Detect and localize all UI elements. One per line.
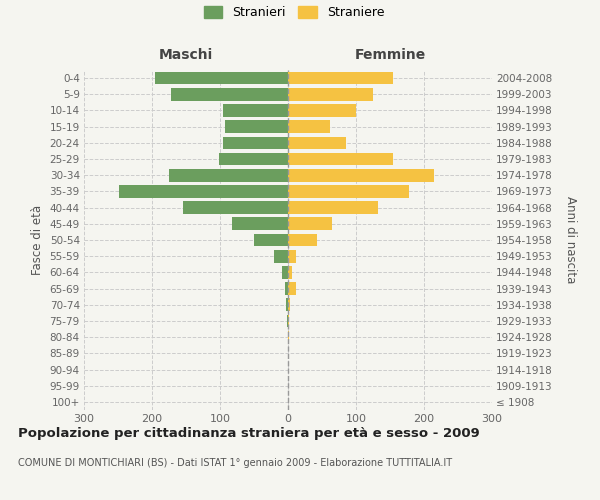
Bar xyxy=(218,152,288,166)
Bar xyxy=(288,234,317,246)
Bar xyxy=(288,218,332,230)
Bar xyxy=(223,136,288,149)
Bar xyxy=(155,72,288,85)
Bar xyxy=(284,282,288,295)
Bar xyxy=(287,314,288,328)
Bar xyxy=(288,202,378,214)
Bar xyxy=(119,185,288,198)
Bar xyxy=(288,120,330,133)
Y-axis label: Anni di nascita: Anni di nascita xyxy=(564,196,577,284)
Bar xyxy=(182,202,288,214)
Bar xyxy=(282,266,288,278)
Text: Maschi: Maschi xyxy=(159,48,213,62)
Bar xyxy=(274,250,288,262)
Bar xyxy=(288,298,290,311)
Bar xyxy=(169,169,288,181)
Bar xyxy=(171,88,288,101)
Legend: Stranieri, Straniere: Stranieri, Straniere xyxy=(199,1,389,24)
Bar xyxy=(288,152,394,166)
Bar xyxy=(223,104,288,117)
Bar xyxy=(288,282,296,295)
Bar xyxy=(226,120,288,133)
Bar xyxy=(288,104,356,117)
Bar xyxy=(288,331,289,344)
Bar xyxy=(288,169,434,181)
Text: COMUNE DI MONTICHIARI (BS) - Dati ISTAT 1° gennaio 2009 - Elaborazione TUTTITALI: COMUNE DI MONTICHIARI (BS) - Dati ISTAT … xyxy=(18,458,452,468)
Bar xyxy=(288,185,409,198)
Bar xyxy=(288,72,394,85)
Bar xyxy=(254,234,288,246)
Bar xyxy=(288,136,346,149)
Text: Femmine: Femmine xyxy=(355,48,425,62)
Bar xyxy=(288,88,373,101)
Bar xyxy=(288,250,296,262)
Bar xyxy=(288,314,289,328)
Text: Popolazione per cittadinanza straniera per età e sesso - 2009: Popolazione per cittadinanza straniera p… xyxy=(18,428,480,440)
Bar xyxy=(286,298,288,311)
Y-axis label: Fasce di età: Fasce di età xyxy=(31,205,44,275)
Bar xyxy=(288,266,292,278)
Bar xyxy=(232,218,288,230)
